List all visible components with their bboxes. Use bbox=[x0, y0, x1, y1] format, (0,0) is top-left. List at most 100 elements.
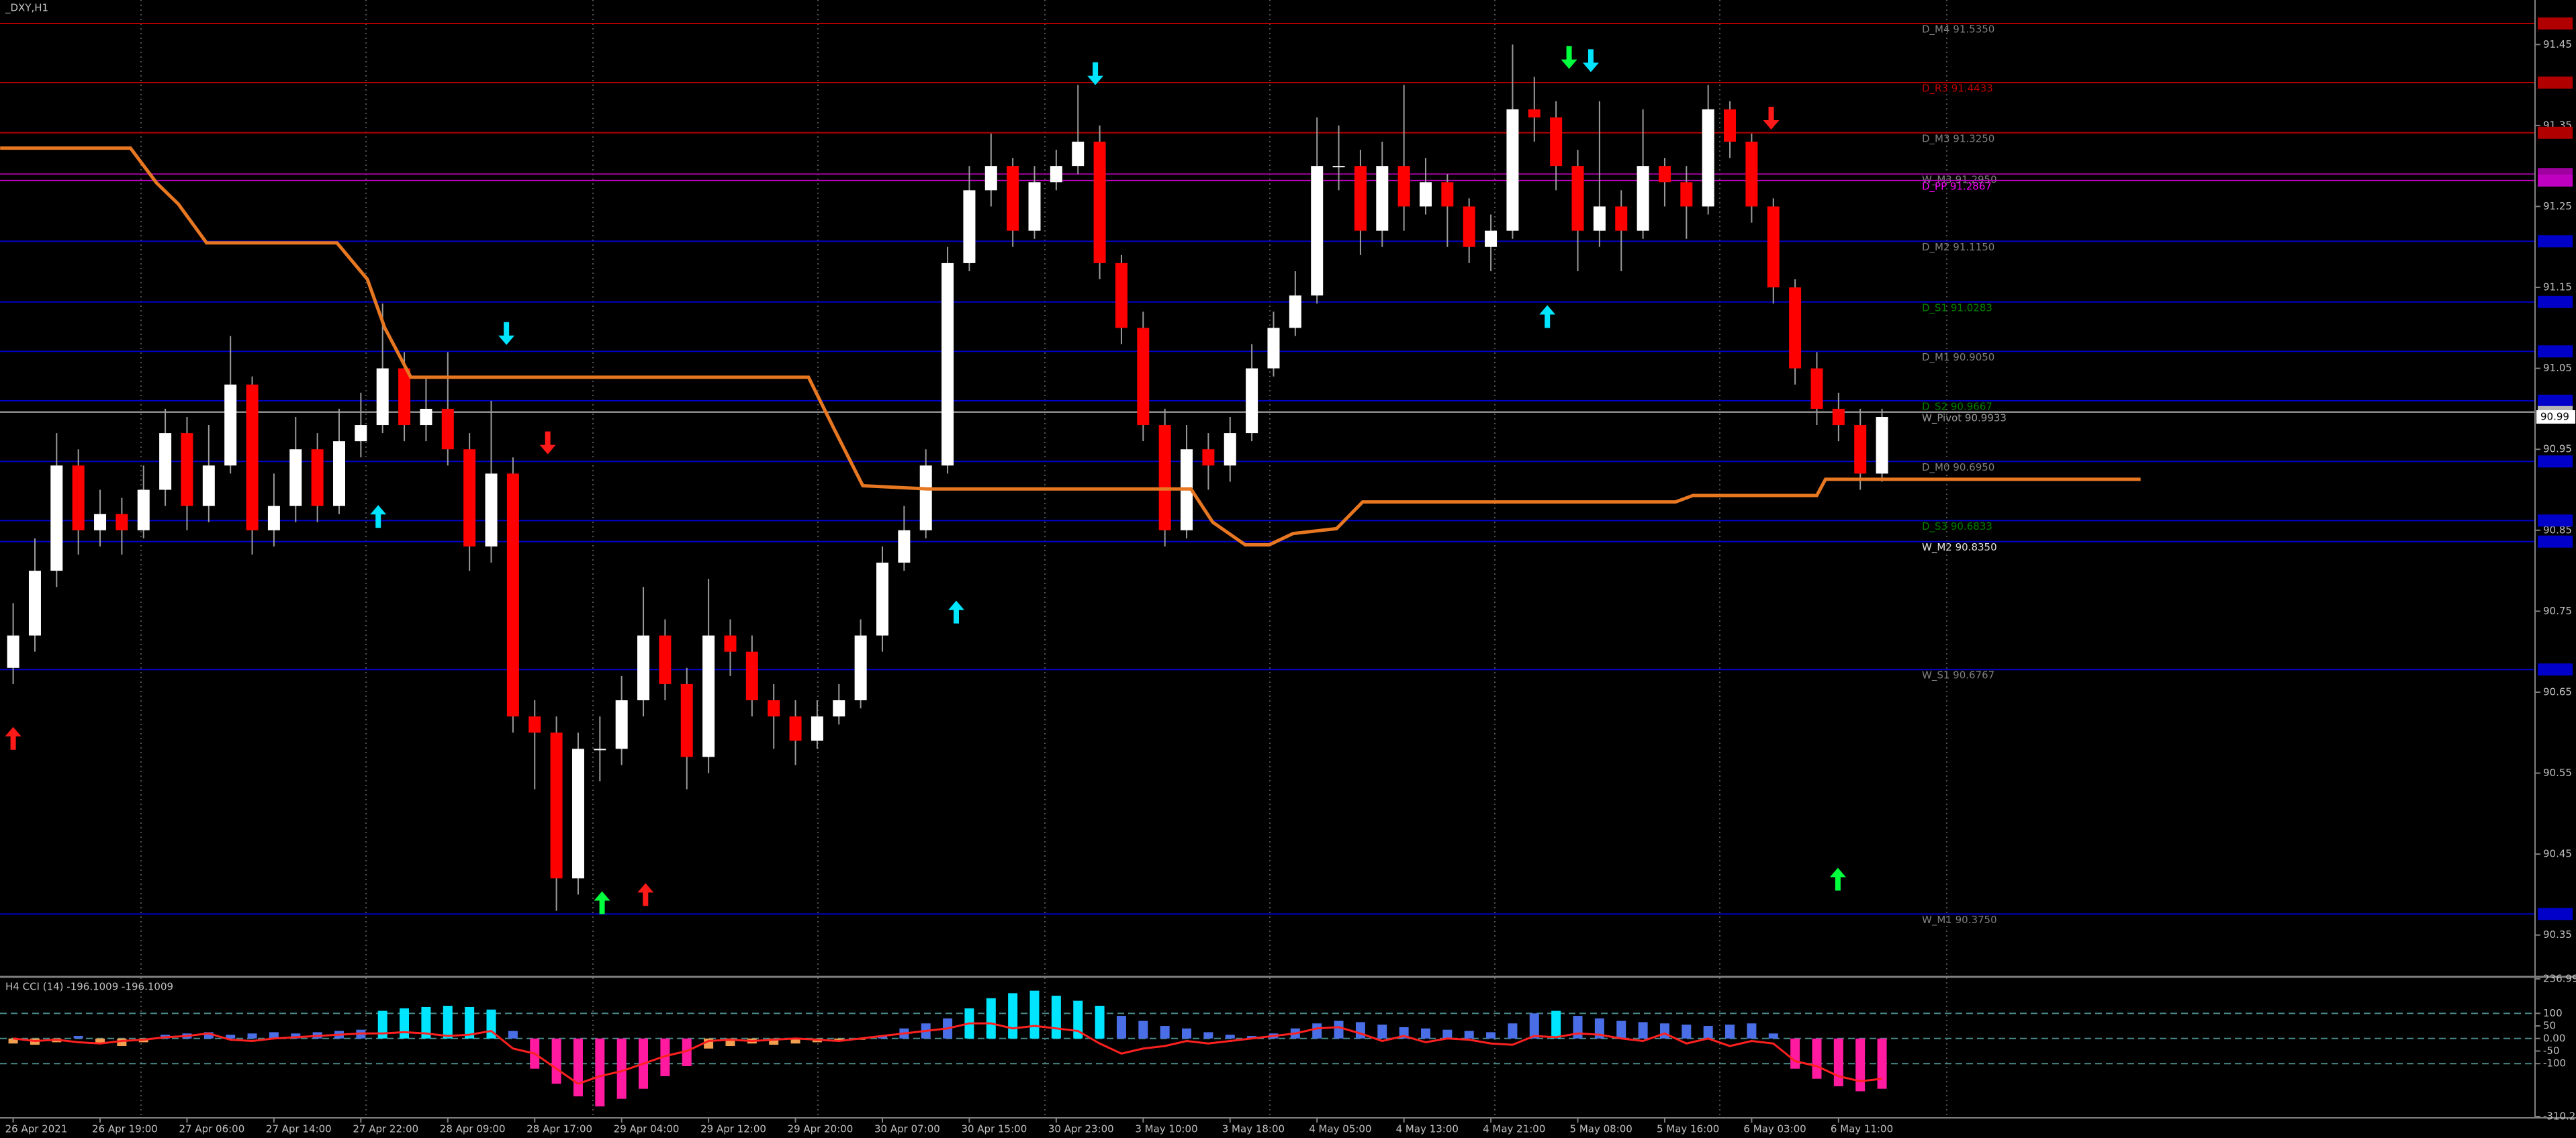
cci-bar bbox=[1833, 1038, 1843, 1086]
y-tick-label: 90.45 bbox=[2543, 848, 2572, 860]
candle-body bbox=[1311, 166, 1324, 296]
candle-body bbox=[1354, 166, 1367, 231]
candle-body bbox=[854, 635, 867, 701]
cci-bar bbox=[1877, 1038, 1887, 1089]
candle-body bbox=[1506, 109, 1519, 231]
cci-bar bbox=[1638, 1022, 1648, 1039]
last-price-label: 90.99 bbox=[2540, 410, 2569, 422]
cci-bar bbox=[660, 1038, 670, 1076]
candle-body bbox=[1028, 182, 1041, 231]
candle-body bbox=[463, 449, 476, 547]
level-label: W_Pivot 90.9933 bbox=[1922, 412, 2007, 424]
cci-line bbox=[13, 1022, 1882, 1085]
candle-body bbox=[50, 465, 63, 571]
candle-body bbox=[28, 571, 41, 636]
cci-tick-label: -50 bbox=[2543, 1045, 2560, 1057]
candle-body bbox=[1158, 425, 1171, 530]
level-label: D_R3 91.4433 bbox=[1922, 82, 1993, 95]
candle-body bbox=[1246, 368, 1258, 434]
candle-body bbox=[528, 716, 541, 733]
cci-bar bbox=[8, 1038, 18, 1044]
cci-bar bbox=[1421, 1028, 1430, 1039]
candle-body bbox=[1876, 416, 1888, 474]
level-label: D_PP 91.2867 bbox=[1922, 180, 1992, 193]
candle-body bbox=[550, 732, 563, 879]
candle-body bbox=[1137, 328, 1150, 426]
cci-bar bbox=[1160, 1026, 1170, 1039]
cci-bar bbox=[226, 1035, 236, 1039]
cci-tick-label: 236.997 bbox=[2543, 973, 2576, 985]
candle-body bbox=[267, 506, 280, 530]
cci-bar bbox=[790, 1038, 800, 1044]
candle-body bbox=[898, 530, 911, 563]
x-tick-label: 30 Apr 15:00 bbox=[961, 1123, 1027, 1135]
y-tick-label: 90.55 bbox=[2543, 767, 2572, 779]
overlay bbox=[0, 46, 2141, 914]
y-tick-label: 90.35 bbox=[2543, 929, 2572, 941]
candle-body bbox=[181, 433, 193, 506]
candle-body bbox=[116, 514, 128, 530]
trend-line bbox=[0, 146, 2141, 547]
x-tick-label: 3 May 18:00 bbox=[1222, 1123, 1285, 1135]
candle-body bbox=[1789, 287, 1802, 369]
candle-body bbox=[7, 635, 19, 668]
x-tick-label: 26 Apr 2021 bbox=[5, 1123, 68, 1135]
cci-bar bbox=[573, 1038, 583, 1096]
cci-bar bbox=[1203, 1032, 1213, 1039]
candle-body bbox=[1832, 408, 1845, 426]
candle-body bbox=[246, 384, 259, 530]
cci-bar bbox=[247, 1033, 257, 1039]
candle-body bbox=[811, 716, 823, 741]
x-tick-label: 4 May 21:00 bbox=[1483, 1123, 1545, 1135]
level-axis-box bbox=[2538, 126, 2573, 139]
candle-body bbox=[376, 368, 389, 426]
candle-body bbox=[1441, 182, 1454, 207]
cci-bar bbox=[986, 998, 996, 1039]
level-axis-box bbox=[2538, 908, 2573, 920]
cci-bar bbox=[1247, 1036, 1257, 1039]
level-label: D_M2 91.1150 bbox=[1922, 241, 1994, 254]
grid bbox=[140, 0, 1947, 1118]
candle-body bbox=[441, 408, 454, 450]
candle-body bbox=[289, 449, 302, 506]
level-axis-box bbox=[2538, 514, 2573, 527]
level-label: D_S2 90.9667 bbox=[1922, 400, 1992, 413]
candle-body bbox=[1202, 449, 1215, 466]
candle-body bbox=[833, 700, 845, 717]
candle-body bbox=[1115, 263, 1128, 328]
cci-bar bbox=[1551, 1010, 1561, 1039]
level-label: D_M3 91.3250 bbox=[1922, 132, 1994, 145]
cci-tick-label: 0.00 bbox=[2543, 1032, 2565, 1044]
candle-body bbox=[1702, 109, 1714, 207]
level-axis-box bbox=[2538, 235, 2573, 248]
signal-arrow bbox=[370, 505, 387, 528]
cci-bar bbox=[1747, 1023, 1757, 1039]
cci-bar bbox=[117, 1038, 127, 1047]
y-tick-label: 90.85 bbox=[2543, 524, 2572, 536]
y-tick-label: 91.05 bbox=[2543, 362, 2572, 374]
level-label: W_M2 90.8350 bbox=[1922, 541, 1997, 554]
cci-bar bbox=[1334, 1021, 1344, 1039]
candle-body bbox=[1528, 109, 1540, 117]
candle-body bbox=[506, 473, 519, 717]
y-tick-label: 91.15 bbox=[2543, 281, 2572, 293]
candle-body bbox=[355, 425, 367, 442]
candle-body bbox=[1745, 142, 1758, 207]
candle-body bbox=[984, 166, 997, 191]
x-tick-label: 27 Apr 22:00 bbox=[353, 1123, 418, 1135]
cci-bar bbox=[1529, 1013, 1539, 1039]
candle-body bbox=[876, 563, 888, 636]
cci-bar bbox=[73, 1036, 83, 1039]
cci-bar bbox=[1095, 1006, 1105, 1039]
candle-body bbox=[137, 489, 150, 530]
candle-body bbox=[1007, 166, 1019, 231]
cci-bar bbox=[1703, 1026, 1713, 1039]
cci-bar bbox=[1225, 1035, 1235, 1039]
level-axis-box bbox=[2538, 174, 2573, 187]
x-tick-label: 28 Apr 17:00 bbox=[526, 1123, 592, 1135]
candle-body bbox=[745, 651, 758, 701]
level-label: W_S1 90.6767 bbox=[1922, 669, 1994, 682]
